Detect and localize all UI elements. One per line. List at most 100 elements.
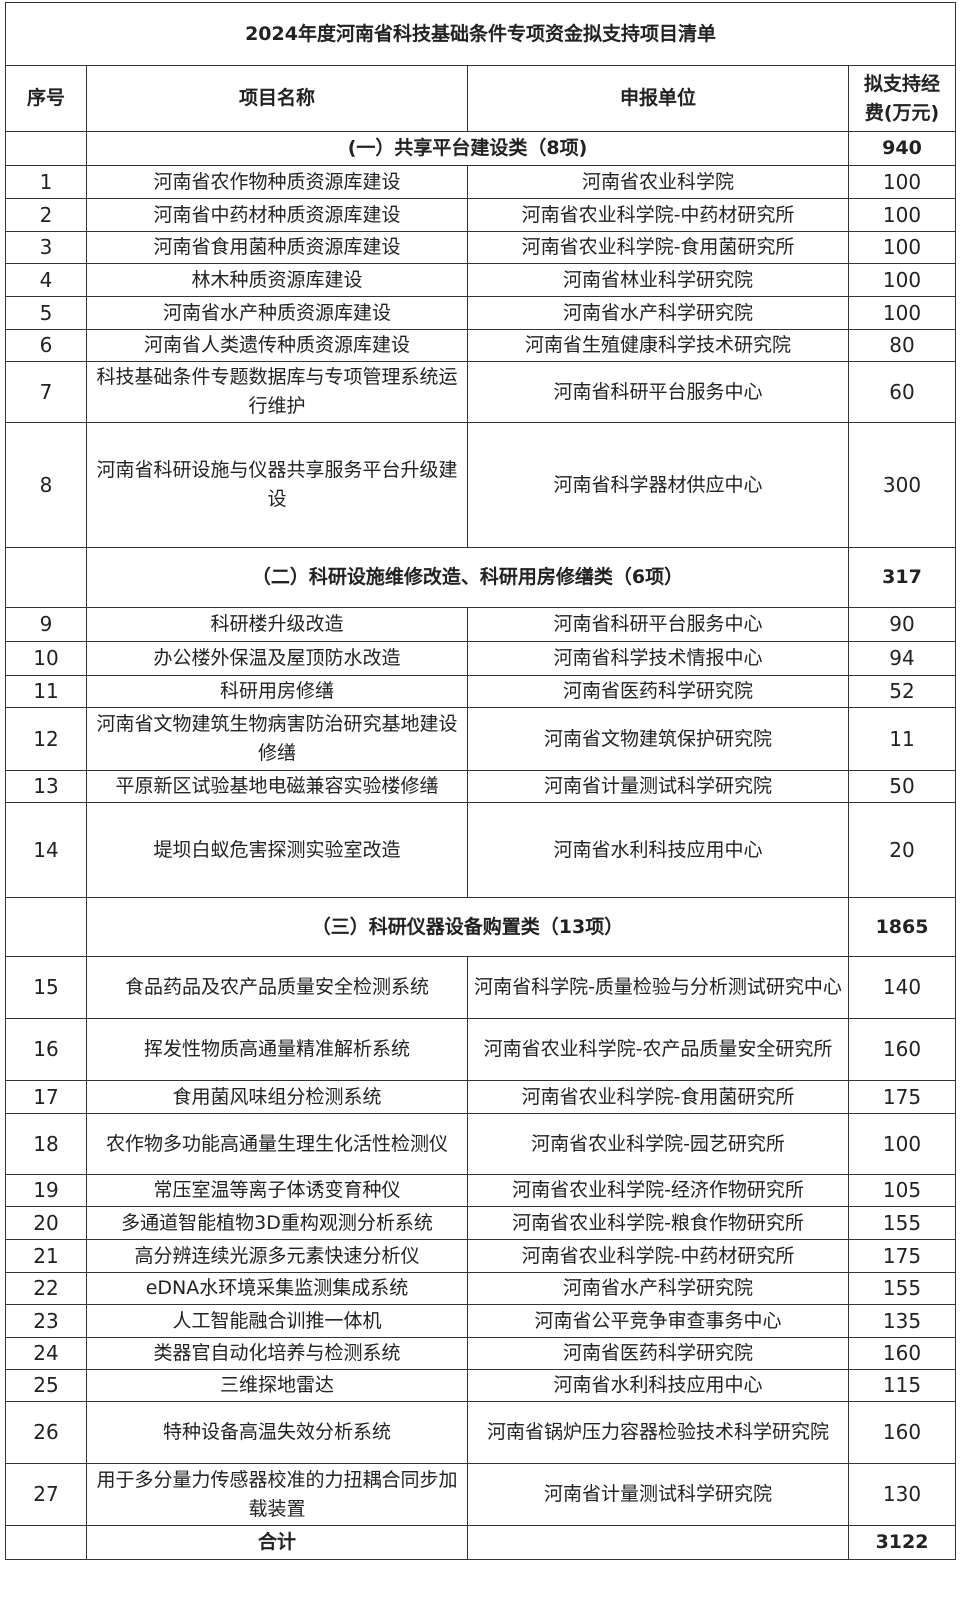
row-number: 18 [5,1113,87,1175]
section-empty-cell [5,897,87,957]
project-name: 科技基础条件专题数据库与专项管理系统运行维护 [86,361,468,423]
applicant-unit: 河南省水产科学研究院 [467,1272,849,1305]
project-name: 河南省科研设施与仪器共享服务平台升级建设 [86,422,468,548]
project-name: 河南省农作物种质资源库建设 [86,165,468,199]
table-row: 13 平原新区试验基地电磁兼容实验楼修缮 河南省计量测试科学研究院 50 [5,770,957,803]
section-empty-cell [5,547,87,608]
section-title: （三）科研仪器设备购置类（13项） [86,897,849,957]
project-name: 类器官自动化培养与检测系统 [86,1337,468,1370]
project-name: 多通道智能植物3D重构观测分析系统 [86,1206,468,1240]
project-name: 特种设备高温失效分析系统 [86,1401,468,1464]
project-name: 平原新区试验基地电磁兼容实验楼修缮 [86,770,468,803]
funding-amount: 160 [847,1337,957,1370]
row-number: 17 [5,1080,87,1114]
funding-amount: 140 [847,956,957,1019]
funding-amount: 100 [847,1113,957,1175]
row-number: 14 [5,802,87,898]
project-name: 河南省中药材种质资源库建设 [86,198,468,232]
funding-amount: 130 [847,1463,957,1526]
project-name: 河南省食用菌种质资源库建设 [86,231,468,264]
total-row: 合计 3122 [5,1525,957,1560]
section-total: 317 [847,547,957,608]
table-row: 14 堤坝白蚁危害探测实验室改造 河南省水利科技应用中心 20 [5,802,957,898]
section-title: （二）科研设施维修改造、科研用房修缮类（6项） [86,547,849,608]
applicant-unit: 河南省科学院-质量检验与分析测试研究中心 [467,956,849,1019]
applicant-unit: 河南省农业科学院-园艺研究所 [467,1113,849,1175]
table-row: 17 食用菌风味组分检测系统 河南省农业科学院-食用菌研究所 175 [5,1080,957,1114]
table-row: 6 河南省人类遗传种质资源库建设 河南省生殖健康科学技术研究院 80 [5,329,957,362]
funding-amount: 105 [847,1174,957,1207]
applicant-unit: 河南省农业科学院-农产品质量安全研究所 [467,1018,849,1081]
row-number: 23 [5,1304,87,1338]
applicant-unit: 河南省科学器材供应中心 [467,422,849,548]
row-number: 21 [5,1239,87,1273]
header-unit: 申报单位 [467,65,849,132]
applicant-unit: 河南省水利科技应用中心 [467,1369,849,1402]
applicant-unit: 河南省科学技术情报中心 [467,641,849,676]
funding-amount: 90 [847,607,957,642]
row-number: 13 [5,770,87,803]
project-name: 林木种质资源库建设 [86,263,468,297]
row-number: 5 [5,296,87,330]
funding-amount: 20 [847,802,957,898]
funding-amount: 52 [847,675,957,708]
applicant-unit: 河南省农业科学院-中药材研究所 [467,198,849,232]
row-number: 9 [5,607,87,642]
row-number: 15 [5,956,87,1019]
table-row: 26 特种设备高温失效分析系统 河南省锅炉压力容器检验技术科学研究院 160 [5,1401,957,1464]
applicant-unit: 河南省医药科学研究院 [467,1337,849,1370]
funding-amount: 300 [847,422,957,548]
funding-amount: 155 [847,1272,957,1305]
funding-amount: 100 [847,296,957,330]
funding-amount: 135 [847,1304,957,1338]
funding-amount: 155 [847,1206,957,1240]
table-row: 7 科技基础条件专题数据库与专项管理系统运行维护 河南省科研平台服务中心 60 [5,361,957,423]
project-name: 办公楼外保温及屋顶防水改造 [86,641,468,676]
applicant-unit: 河南省农业科学院-经济作物研究所 [467,1174,849,1207]
table-row: 21 高分辨连续光源多元素快速分析仪 河南省农业科学院-中药材研究所 175 [5,1239,957,1273]
row-number: 16 [5,1018,87,1081]
row-number: 19 [5,1174,87,1207]
row-number: 26 [5,1401,87,1464]
applicant-unit: 河南省公平竞争审查事务中心 [467,1304,849,1338]
table-row: 12 河南省文物建筑生物病害防治研究基地建设修缮 河南省文物建筑保护研究院 11 [5,707,957,771]
table-row: 9 科研楼升级改造 河南省科研平台服务中心 90 [5,607,957,642]
applicant-unit: 河南省农业科学院-粮食作物研究所 [467,1206,849,1240]
total-value: 3122 [847,1525,957,1560]
funding-amount: 60 [847,361,957,423]
project-name: 堤坝白蚁危害探测实验室改造 [86,802,468,898]
header-name: 项目名称 [86,65,468,132]
funding-amount: 100 [847,165,957,199]
row-number: 20 [5,1206,87,1240]
funding-amount: 175 [847,1239,957,1273]
project-name: 河南省文物建筑生物病害防治研究基地建设修缮 [86,707,468,771]
funding-amount: 100 [847,198,957,232]
table-row: 4 林木种质资源库建设 河南省林业科学研究院 100 [5,263,957,297]
section-row: (一）共享平台建设类（8项) 940 [5,131,957,166]
applicant-unit: 河南省农业科学院-中药材研究所 [467,1239,849,1273]
table-row: 24 类器官自动化培养与检测系统 河南省医药科学研究院 160 [5,1337,957,1370]
table-row: 22 eDNA水环境采集监测集成系统 河南省水产科学研究院 155 [5,1272,957,1305]
total-empty-cell [5,1525,87,1560]
project-name: 食品药品及农产品质量安全检测系统 [86,956,468,1019]
section-total: 940 [847,131,957,166]
table-title: 2024年度河南省科技基础条件专项资金拟支持项目清单 [4,2,957,66]
funding-amount: 11 [847,707,957,771]
applicant-unit: 河南省水产科学研究院 [467,296,849,330]
project-name: 科研用房修缮 [86,675,468,708]
applicant-unit: 河南省水利科技应用中心 [467,802,849,898]
table-row: 16 挥发性物质高通量精准解析系统 河南省农业科学院-农产品质量安全研究所 160 [5,1018,957,1081]
project-name: 常压室温等离子体诱变育种仪 [86,1174,468,1207]
project-name: 挥发性物质高通量精准解析系统 [86,1018,468,1081]
total-label: 合计 [86,1525,468,1560]
applicant-unit: 河南省农业科学院 [467,165,849,199]
funding-amount: 175 [847,1080,957,1114]
table-row: 3 河南省食用菌种质资源库建设 河南省农业科学院-食用菌研究所 100 [5,231,957,264]
project-name: 农作物多功能高通量生理生化活性检测仪 [86,1113,468,1175]
table-row: 1 河南省农作物种质资源库建设 河南省农业科学院 100 [5,165,957,199]
table-row: 19 常压室温等离子体诱变育种仪 河南省农业科学院-经济作物研究所 105 [5,1174,957,1207]
row-number: 7 [5,361,87,423]
row-number: 24 [5,1337,87,1370]
table-row: 11 科研用房修缮 河南省医药科学研究院 52 [5,675,957,708]
section-row: （三）科研仪器设备购置类（13项） 1865 [5,897,957,957]
